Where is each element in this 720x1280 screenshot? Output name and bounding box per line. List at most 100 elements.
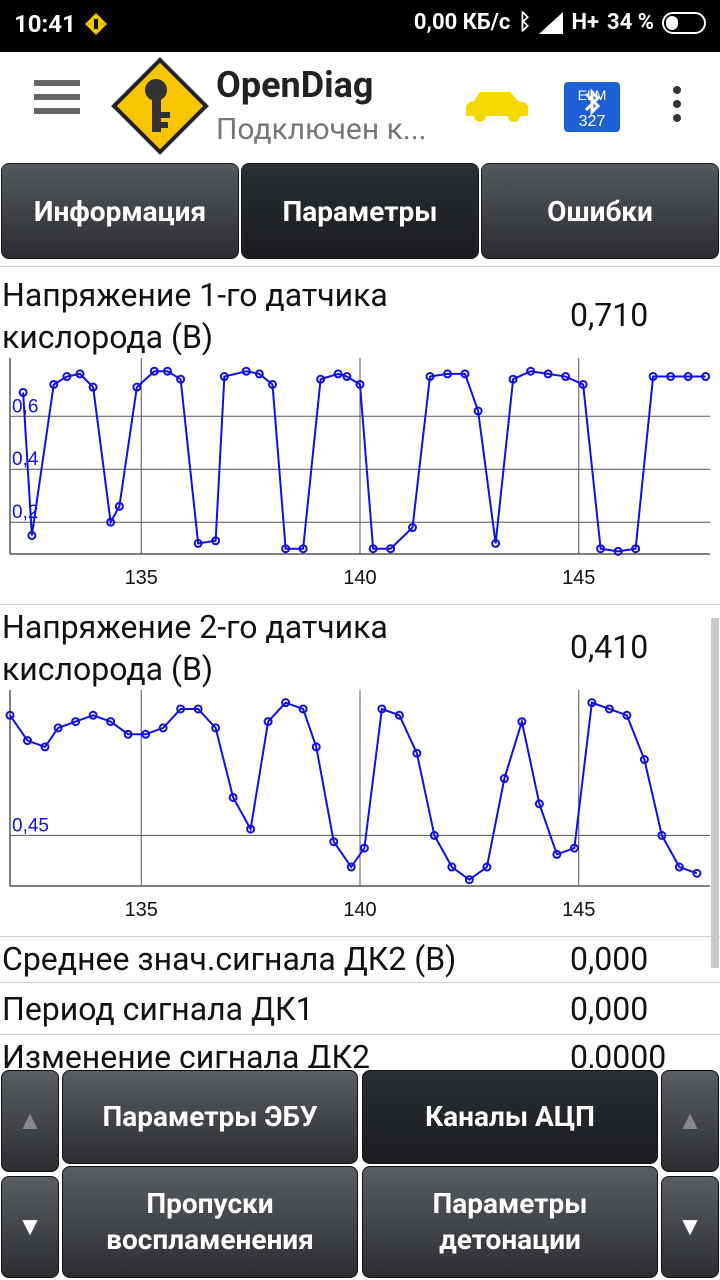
series-line bbox=[9, 701, 698, 881]
data-point bbox=[368, 544, 378, 554]
connection-status: Подключен к... bbox=[216, 112, 427, 147]
bottom-button-panel: ▲ ▼ Параметры ЭБУ Каналы АЦП Пропуски вос… bbox=[0, 1068, 720, 1280]
param-value: 0,000 bbox=[570, 990, 649, 1028]
data-point bbox=[355, 379, 365, 389]
data-point bbox=[298, 544, 308, 554]
ecu-params-button[interactable]: Параметры ЭБУ bbox=[62, 1070, 358, 1164]
data-point bbox=[49, 379, 59, 389]
data-point bbox=[158, 723, 168, 733]
data-point bbox=[604, 704, 614, 714]
battery-icon bbox=[662, 11, 706, 34]
divider bbox=[0, 982, 720, 983]
data-point bbox=[499, 774, 509, 784]
data-point bbox=[508, 374, 518, 384]
data-point bbox=[246, 824, 256, 834]
param-label: Изменение сигнала ДК2 bbox=[2, 1038, 370, 1068]
param-label: Напряжение 2-го датчика кислорода (В) bbox=[2, 608, 388, 688]
data-point bbox=[40, 742, 50, 752]
data-point bbox=[71, 717, 81, 727]
data-point bbox=[211, 536, 221, 546]
data-point bbox=[263, 717, 273, 727]
data-point bbox=[386, 544, 396, 554]
data-point bbox=[106, 717, 116, 727]
tab-parameters[interactable]: Параметры bbox=[241, 163, 479, 259]
x-tick-label: 140 bbox=[343, 567, 376, 589]
hamburger-icon[interactable] bbox=[34, 80, 82, 128]
data-point bbox=[311, 742, 321, 752]
data-point bbox=[429, 830, 439, 840]
data-point bbox=[674, 862, 684, 872]
warning-key-icon bbox=[85, 13, 107, 35]
data-point bbox=[5, 710, 15, 720]
data-point bbox=[281, 544, 291, 554]
scroll-down-right-button[interactable]: ▼ bbox=[661, 1176, 719, 1278]
scroll-down-left-button[interactable]: ▼ bbox=[1, 1176, 59, 1278]
data-point bbox=[639, 755, 649, 765]
data-point bbox=[534, 799, 544, 809]
svg-text:327: 327 bbox=[579, 113, 606, 130]
data-point bbox=[141, 729, 151, 739]
net-speed: 0,00 КБ/с bbox=[413, 10, 511, 35]
series-line bbox=[22, 370, 706, 553]
status-bar: 10:41 0,00 КБ/с ᛒ H+ 34 % bbox=[0, 0, 720, 52]
parameter-list[interactable]: Напряжение 1-го датчика кислорода (В) 0,… bbox=[0, 262, 720, 1068]
elm327-bluetooth-icon[interactable]: ELM 327 bbox=[564, 82, 620, 132]
data-point bbox=[394, 710, 404, 720]
scroll-up-left-button[interactable]: ▲ bbox=[1, 1070, 59, 1172]
data-point bbox=[298, 704, 308, 714]
param-value: 0,0000 bbox=[570, 1038, 667, 1068]
data-point bbox=[346, 862, 356, 872]
data-point bbox=[596, 544, 606, 554]
data-point bbox=[254, 369, 264, 379]
adc-channels-button[interactable]: Каналы АЦП bbox=[362, 1070, 658, 1164]
data-point bbox=[692, 868, 702, 878]
data-point bbox=[657, 830, 667, 840]
data-point bbox=[666, 372, 676, 382]
data-point bbox=[578, 379, 588, 389]
data-point bbox=[587, 698, 597, 708]
data-point bbox=[88, 382, 98, 392]
data-point bbox=[701, 372, 711, 382]
x-tick-label: 145 bbox=[562, 899, 595, 921]
data-point bbox=[18, 387, 28, 397]
data-point bbox=[425, 372, 435, 382]
data-point bbox=[88, 710, 98, 720]
data-point bbox=[683, 372, 693, 382]
scroll-up-right-button[interactable]: ▲ bbox=[661, 1070, 719, 1172]
data-point bbox=[163, 366, 172, 376]
y-tick-label: 0,2 bbox=[12, 502, 38, 523]
data-point bbox=[447, 862, 457, 872]
y-tick-label: 0,6 bbox=[12, 396, 38, 417]
status-indicators: 0,00 КБ/с ᛒ H+ 34 % bbox=[414, 10, 706, 35]
tab-errors[interactable]: Ошибки bbox=[481, 163, 719, 259]
data-point bbox=[631, 544, 641, 554]
data-point bbox=[517, 717, 527, 727]
data-point bbox=[443, 369, 452, 379]
knock-params-button[interactable]: Параметры детонации bbox=[362, 1166, 658, 1278]
y-tick-label: 0,4 bbox=[12, 449, 39, 470]
data-point bbox=[211, 723, 221, 733]
oxygen-sensor-1-chart: 135 140 145 0,2 0,4 0,6 bbox=[9, 358, 711, 589]
tab-information[interactable]: Информация bbox=[1, 163, 239, 259]
data-point bbox=[561, 372, 571, 382]
x-tick-label: 140 bbox=[343, 899, 376, 921]
misfire-button[interactable]: Пропуски воспламенения bbox=[62, 1166, 358, 1278]
scrollbar[interactable] bbox=[711, 618, 719, 968]
car-icon[interactable] bbox=[462, 88, 530, 124]
data-point bbox=[408, 523, 417, 533]
data-point bbox=[132, 382, 142, 392]
data-point bbox=[176, 704, 186, 714]
kebab-icon[interactable] bbox=[662, 86, 692, 130]
data-point bbox=[464, 875, 474, 885]
data-point bbox=[149, 366, 159, 376]
data-point bbox=[23, 736, 32, 746]
data-point bbox=[281, 698, 291, 708]
data-point bbox=[106, 517, 116, 527]
param-label: Период сигнала ДК1 bbox=[2, 990, 314, 1028]
network-type: H+ bbox=[571, 10, 600, 35]
data-point bbox=[333, 369, 343, 379]
divider bbox=[0, 266, 720, 267]
data-point bbox=[27, 530, 37, 540]
data-point bbox=[176, 374, 186, 384]
app-title: OpenDiag bbox=[216, 64, 374, 106]
